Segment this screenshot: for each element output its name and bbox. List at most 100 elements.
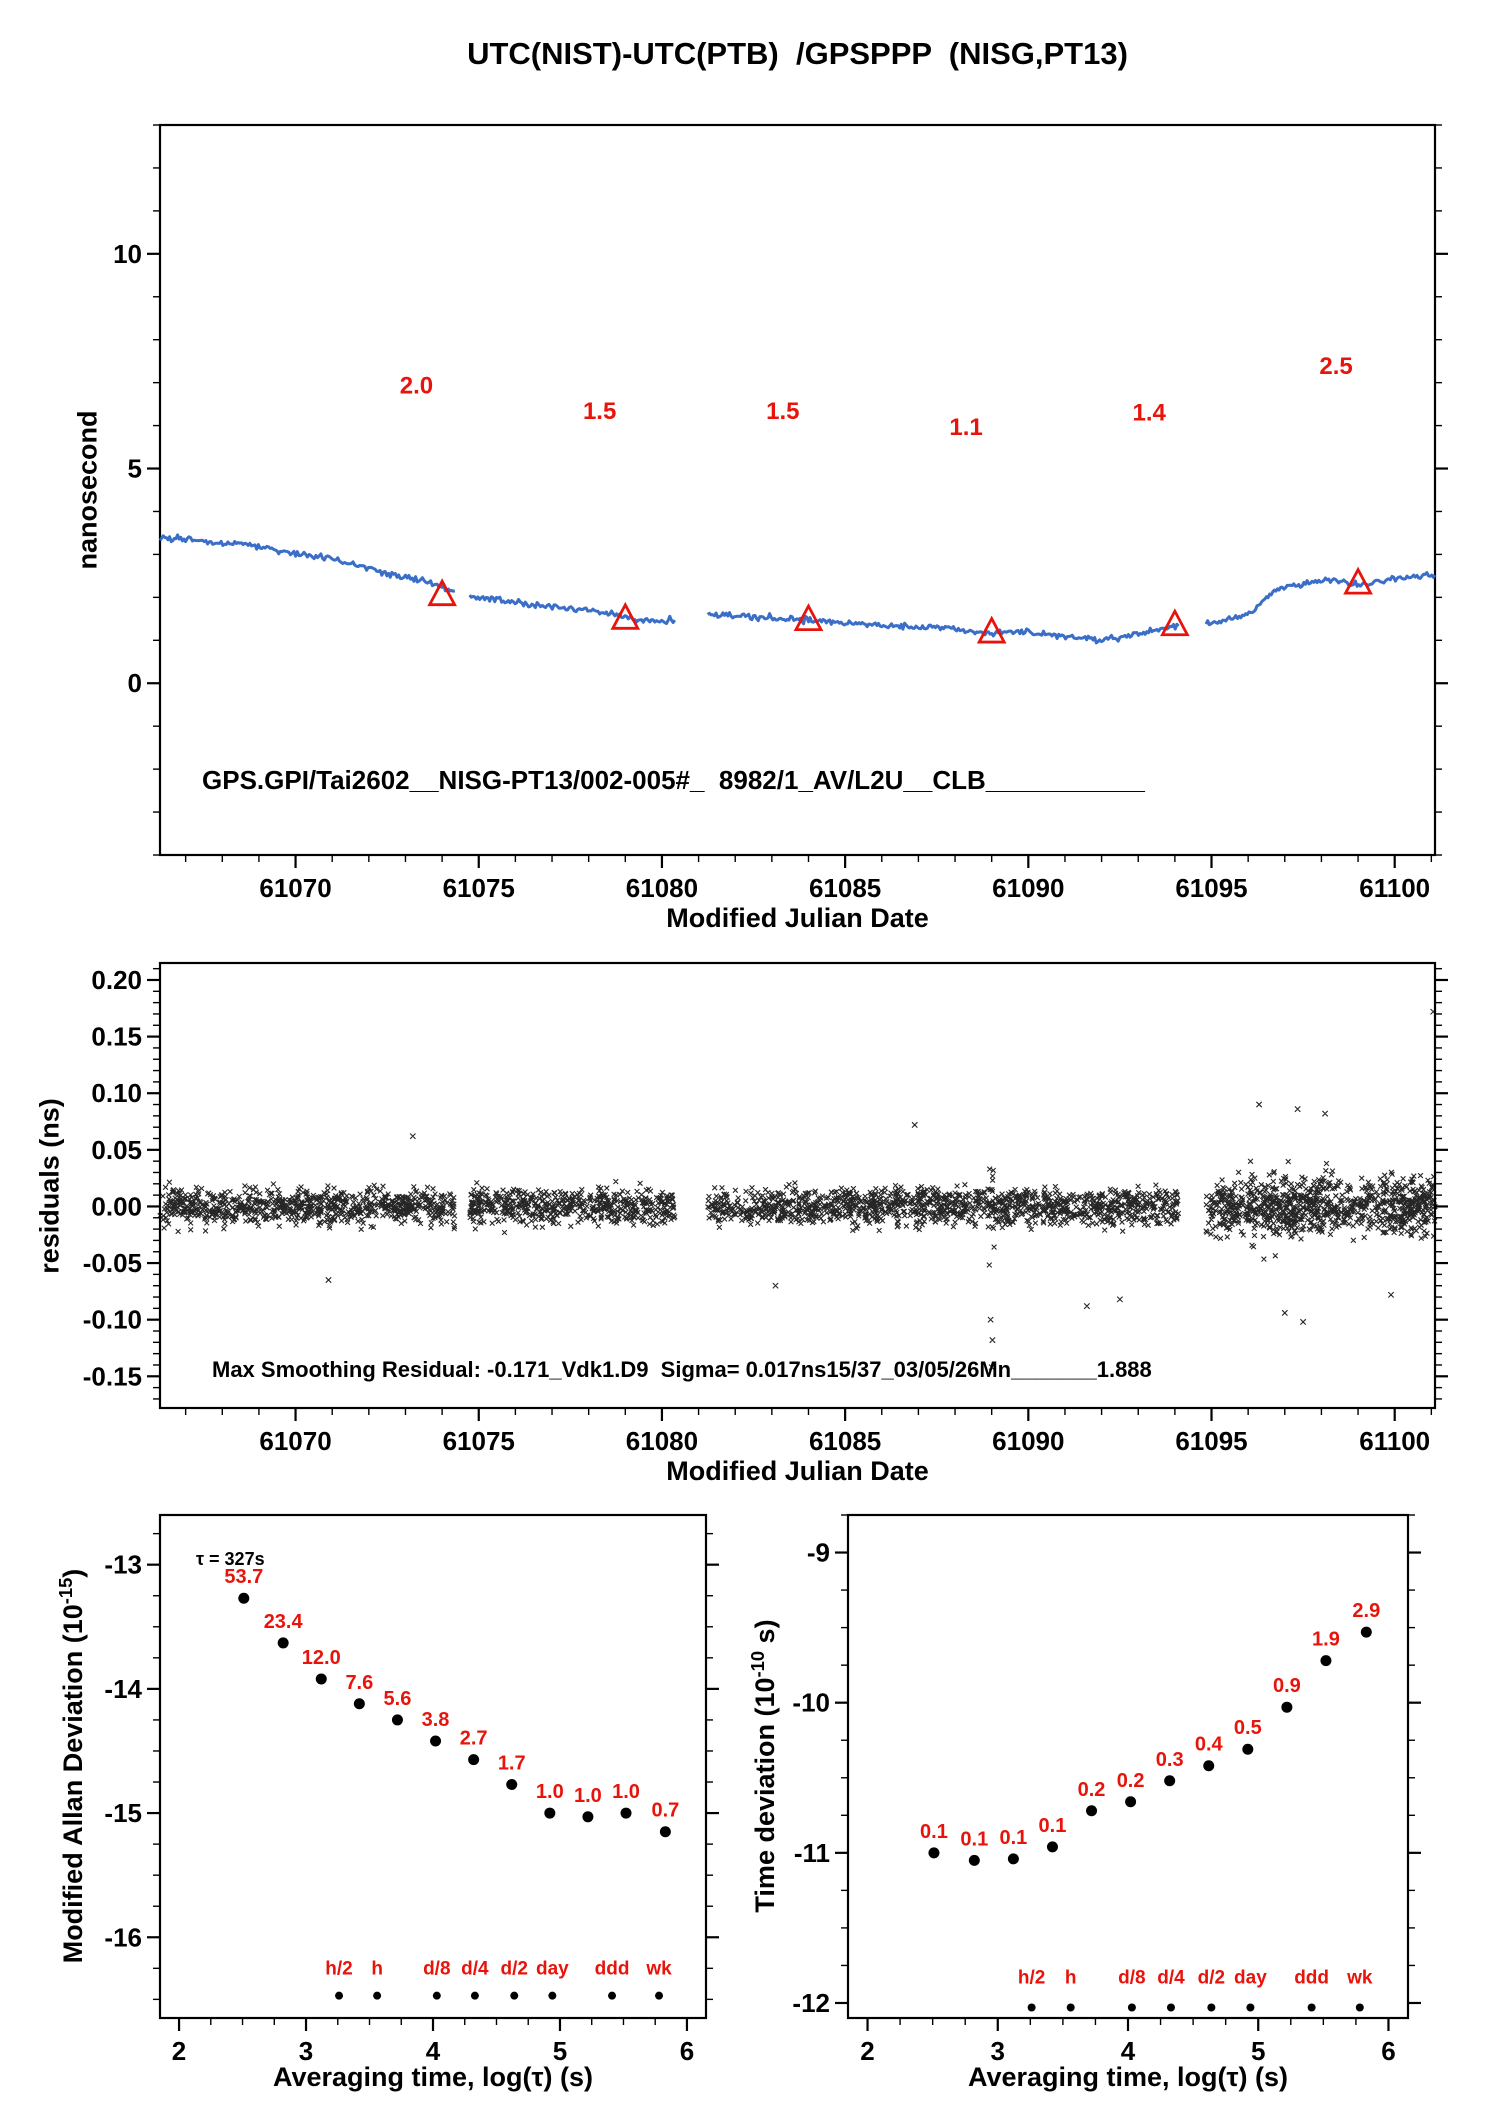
svg-text:h/2: h/2 [325,1959,352,1980]
svg-text:1.5: 1.5 [583,398,616,425]
svg-text:7.6: 7.6 [345,1672,373,1694]
svg-text:0.1: 0.1 [960,1828,988,1850]
svg-text:-13: -13 [104,1550,142,1580]
svg-text:23.4: 23.4 [264,1611,304,1633]
yaxis-label-tdev-pre: Time deviation (10 [750,1677,780,1913]
svg-text:61100: 61100 [1359,1426,1430,1456]
svg-text:h: h [371,1959,383,1980]
svg-text:day: day [1234,1967,1267,1988]
svg-text:5: 5 [1251,2036,1265,2066]
svg-text:2: 2 [860,2036,874,2066]
svg-text:5: 5 [553,2036,567,2066]
yaxis-label-mdev-pre: Modified Allan Deviation (10 [58,1604,88,1964]
svg-text:d/8: d/8 [423,1959,450,1980]
svg-text:ddd: ddd [595,1959,630,1980]
svg-text:0.9: 0.9 [1273,1675,1301,1697]
svg-text:1.1: 1.1 [949,414,982,441]
svg-text:0.20: 0.20 [91,965,142,995]
svg-text:61095: 61095 [1175,873,1247,903]
svg-text:wk: wk [1346,1967,1373,1988]
svg-text:61090: 61090 [992,1426,1064,1456]
svg-text:-0.10: -0.10 [83,1305,142,1335]
svg-text:-11: -11 [794,1838,830,1868]
svg-text:4: 4 [1121,2036,1136,2066]
svg-text:0.1: 0.1 [999,1827,1027,1849]
svg-text:61070: 61070 [259,1426,331,1456]
svg-text:0.1: 0.1 [1039,1815,1067,1837]
svg-text:day: day [536,1959,569,1980]
tau-note: τ = 327s [196,1549,265,1569]
svg-text:61085: 61085 [809,1426,881,1456]
page-title: UTC(NIST)-UTC(PTB) /GPSPPP (NISG,PT13) [467,36,1128,71]
yaxis-label-mdev-exponent: -15 [55,1577,76,1605]
svg-text:d/8: d/8 [1118,1967,1145,1988]
yaxis-label-tdev: Time deviation (10-10 s) [747,1619,781,1912]
svg-text:53.7: 53.7 [224,1566,263,1588]
svg-text:2.0: 2.0 [400,372,433,399]
svg-text:2.9: 2.9 [1352,1600,1380,1622]
svg-text:0.5: 0.5 [1234,1717,1262,1739]
svg-text:2.5: 2.5 [1319,353,1352,380]
svg-text:h: h [1065,1967,1077,1988]
svg-text:0: 0 [128,668,142,698]
yaxis-label-tdev-post: s) [750,1619,780,1651]
svg-text:61095: 61095 [1175,1426,1247,1456]
xaxis-label-tdev: Averaging time, log(τ) (s) [967,2062,1289,2092]
svg-text:0.1: 0.1 [920,1821,948,1843]
svg-text:-12: -12 [792,1988,830,2018]
svg-text:0.05: 0.05 [91,1135,142,1165]
svg-text:d/4: d/4 [1157,1967,1185,1988]
svg-text:3: 3 [299,2036,313,2066]
residual-stats-annotation: Max Smoothing Residual: -0.171_Vdk1.D9 S… [212,1357,1152,1382]
svg-text:1.0: 1.0 [536,1781,564,1803]
svg-text:ddd: ddd [1294,1967,1329,1988]
xaxis-label-phase: Modified Julian Date [666,903,929,933]
svg-text:-10: -10 [792,1688,830,1718]
svg-text:-15: -15 [104,1798,142,1828]
svg-text:d/4: d/4 [461,1959,489,1980]
svg-text:h/2: h/2 [1018,1967,1045,1988]
svg-text:0.3: 0.3 [1156,1749,1184,1771]
xaxis-label-residuals: Modified Julian Date [666,1456,929,1486]
svg-text:-14: -14 [104,1674,142,1704]
svg-text:0.7: 0.7 [651,1800,679,1822]
svg-text:2: 2 [172,2036,186,2066]
svg-text:61090: 61090 [992,873,1064,903]
svg-text:10: 10 [113,239,142,269]
svg-text:6: 6 [1381,2036,1395,2066]
svg-text:d/2: d/2 [501,1959,528,1980]
yaxis-label-tdev-exponent: -10 [747,1650,768,1678]
svg-text:61075: 61075 [443,1426,515,1456]
svg-text:-0.15: -0.15 [83,1361,142,1391]
svg-text:1.9: 1.9 [1312,1629,1340,1651]
svg-text:0.00: 0.00 [91,1191,142,1221]
svg-text:wk: wk [645,1959,672,1980]
svg-text:61080: 61080 [626,873,698,903]
svg-text:0.15: 0.15 [91,1022,142,1052]
svg-text:61100: 61100 [1359,873,1430,903]
svg-text:0.2: 0.2 [1117,1770,1145,1792]
svg-text:5: 5 [128,454,142,484]
svg-text:6: 6 [680,2036,694,2066]
svg-text:61085: 61085 [809,873,881,903]
svg-text:0.10: 0.10 [91,1078,142,1108]
svg-text:-0.05: -0.05 [83,1248,142,1278]
yaxis-label-phase: nanosecond [72,410,103,570]
calibration-annotation: GPS.GPI/Tai2602__NISG-PT13/002-005#_ 898… [202,765,1145,795]
svg-text:1.5: 1.5 [766,398,799,425]
svg-text:2.7: 2.7 [460,1728,488,1750]
yaxis-label-mdev-post: ) [58,1568,88,1578]
svg-text:3.8: 3.8 [422,1709,450,1731]
svg-text:12.0: 12.0 [302,1647,341,1669]
svg-text:1.4: 1.4 [1133,399,1167,426]
svg-text:3: 3 [991,2036,1005,2066]
svg-text:1.7: 1.7 [498,1753,526,1775]
svg-text:1.0: 1.0 [574,1785,602,1807]
svg-text:1.0: 1.0 [612,1781,640,1803]
svg-text:5.6: 5.6 [384,1688,412,1710]
svg-text:4: 4 [426,2036,441,2066]
svg-text:-9: -9 [807,1538,830,1568]
svg-text:-16: -16 [104,1922,142,1952]
